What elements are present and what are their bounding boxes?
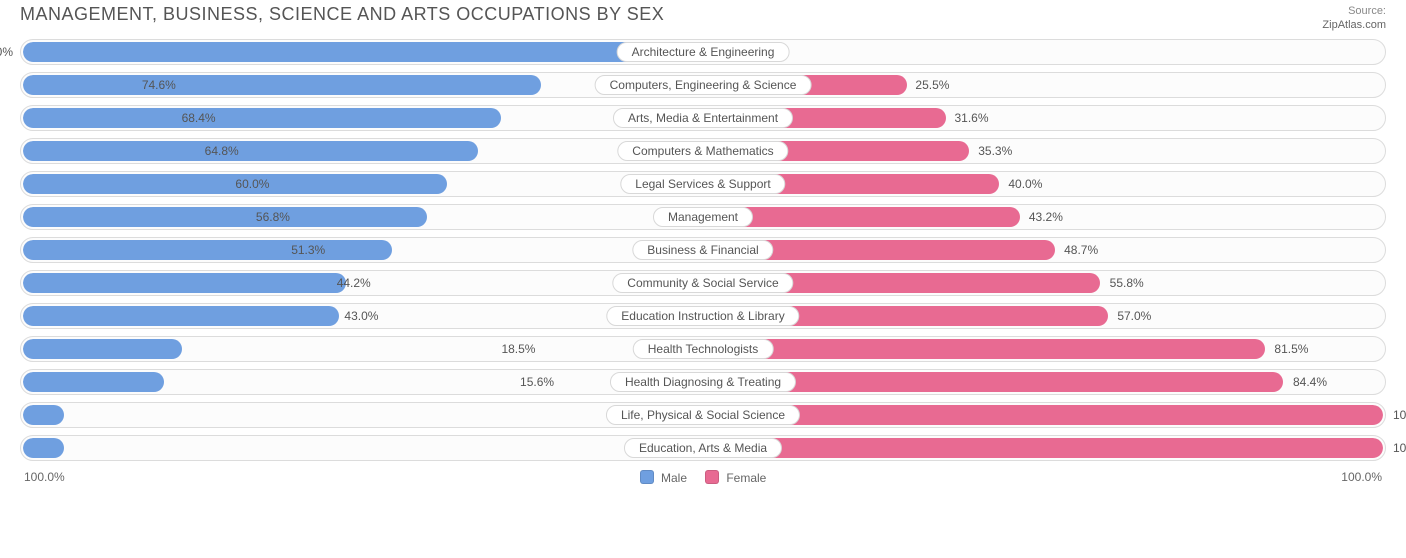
chart-row: 15.6%84.4%Health Diagnosing & Treating: [20, 369, 1386, 395]
chart-legend: Male Female: [640, 470, 767, 485]
category-badge: Health Technologists: [633, 339, 774, 359]
legend-female: Female: [705, 470, 766, 485]
occupations-by-sex-chart: MANAGEMENT, BUSINESS, SCIENCE AND ARTS O…: [0, 0, 1406, 485]
chart-row: 0.0%100.0%Education, Arts & Media: [20, 435, 1386, 461]
source-name: ZipAtlas.com: [1322, 19, 1386, 31]
chart-row: 44.2%55.8%Community & Social Service: [20, 270, 1386, 296]
chart-header: MANAGEMENT, BUSINESS, SCIENCE AND ARTS O…: [0, 0, 1406, 39]
chart-row: 68.4%31.6%Arts, Media & Entertainment: [20, 105, 1386, 131]
category-badge: Business & Financial: [632, 240, 773, 260]
male-bar: [23, 339, 182, 359]
category-badge: Arts, Media & Entertainment: [613, 108, 793, 128]
legend-female-label: Female: [726, 471, 766, 485]
female-bar: [703, 339, 1265, 359]
female-swatch-icon: [705, 470, 719, 484]
female-bar: [703, 438, 1383, 458]
chart-rows: 100.0%0.0%Architecture & Engineering 74.6…: [0, 39, 1406, 461]
chart-source: Source: ZipAtlas.com: [1322, 4, 1386, 33]
chart-row: 51.3%48.7%Business & Financial: [20, 237, 1386, 263]
chart-row: 0.0%100.0%Life, Physical & Social Scienc…: [20, 402, 1386, 428]
chart-row: 100.0%0.0%Architecture & Engineering: [20, 39, 1386, 65]
category-badge: Computers, Engineering & Science: [595, 75, 812, 95]
female-percent-label: 100.0%: [1393, 441, 1406, 455]
male-bar: [23, 438, 64, 458]
male-bar: [23, 405, 64, 425]
source-label: Source:: [1348, 5, 1386, 17]
chart-row: 74.6%25.5%Computers, Engineering & Scien…: [20, 72, 1386, 98]
category-badge: Legal Services & Support: [620, 174, 785, 194]
male-percent-label: 100.0%: [0, 45, 13, 59]
category-badge: Community & Social Service: [612, 273, 793, 293]
chart-row: 56.8%43.2%Management: [20, 204, 1386, 230]
category-badge: Architecture & Engineering: [617, 42, 790, 62]
category-badge: Education, Arts & Media: [624, 438, 782, 458]
category-badge: Life, Physical & Social Science: [606, 405, 800, 425]
male-bar: [23, 141, 478, 161]
legend-male-label: Male: [661, 471, 687, 485]
chart-title: MANAGEMENT, BUSINESS, SCIENCE AND ARTS O…: [20, 4, 664, 25]
male-bar: [23, 240, 392, 260]
male-bar: [23, 306, 339, 326]
chart-axis: 100.0% Male Female 100.0%: [0, 468, 1406, 485]
male-bar: [23, 108, 501, 128]
category-badge: Health Diagnosing & Treating: [610, 372, 796, 392]
chart-row: 18.5%81.5%Health Technologists: [20, 336, 1386, 362]
chart-row: 64.8%35.3%Computers & Mathematics: [20, 138, 1386, 164]
male-bar: [23, 75, 541, 95]
male-bar: [23, 372, 164, 392]
male-bar: [23, 174, 447, 194]
axis-left-label: 100.0%: [24, 470, 65, 484]
male-swatch-icon: [640, 470, 654, 484]
category-badge: Education Instruction & Library: [606, 306, 799, 326]
category-badge: Management: [653, 207, 753, 227]
male-bar: [23, 273, 346, 293]
category-badge: Computers & Mathematics: [617, 141, 788, 161]
male-bar: [23, 207, 427, 227]
axis-right-label: 100.0%: [1341, 470, 1382, 484]
chart-row: 60.0%40.0%Legal Services & Support: [20, 171, 1386, 197]
female-bar: [703, 405, 1383, 425]
male-bar: [23, 42, 703, 62]
female-percent-label: 100.0%: [1393, 408, 1406, 422]
chart-row: 43.0%57.0%Education Instruction & Librar…: [20, 303, 1386, 329]
legend-male: Male: [640, 470, 687, 485]
